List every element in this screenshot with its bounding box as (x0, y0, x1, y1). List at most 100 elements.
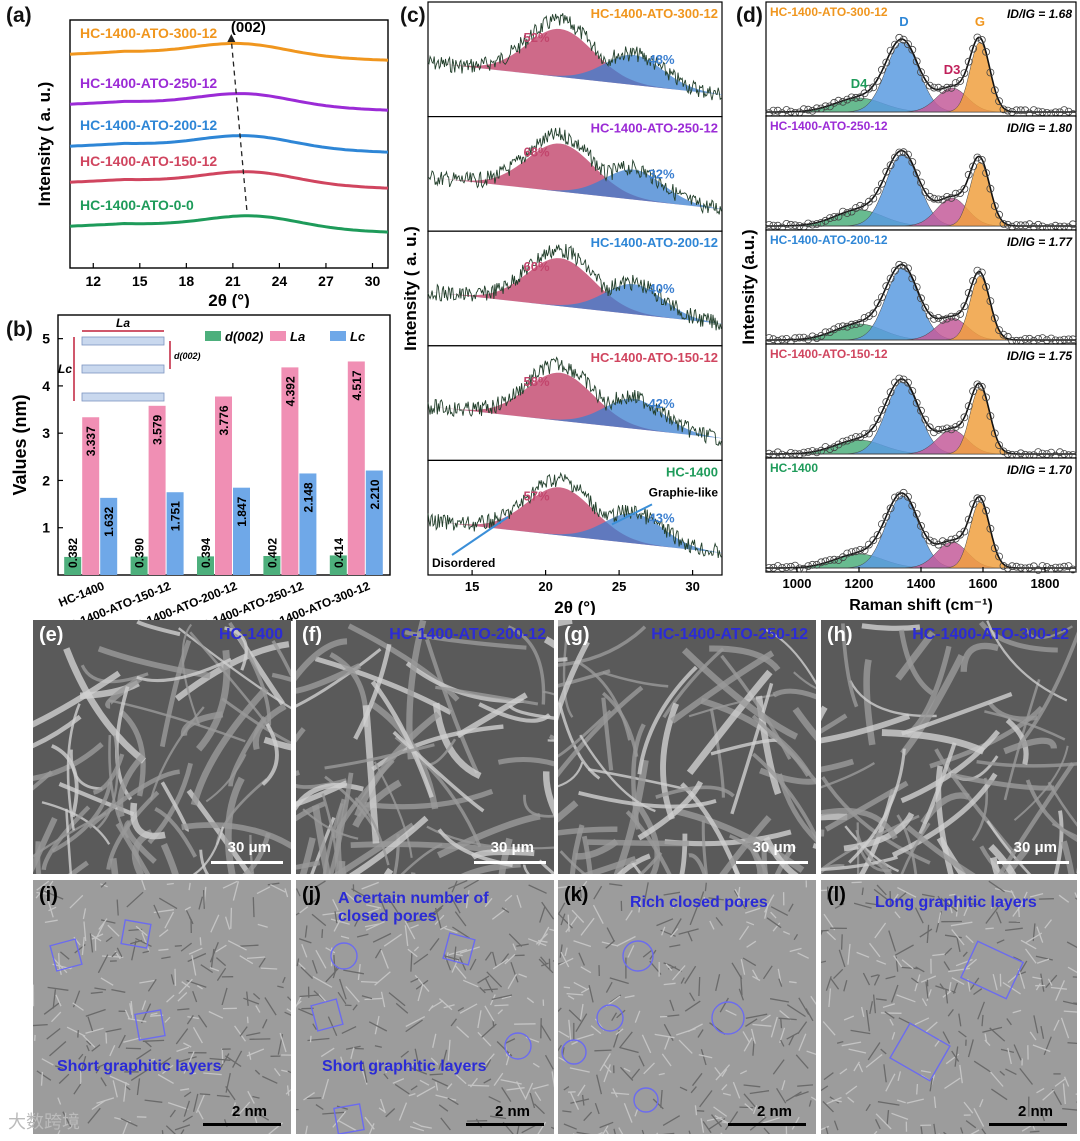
lattice-fringe (459, 946, 480, 954)
lattice-fringe (97, 954, 109, 974)
lattice-fringe (564, 947, 568, 957)
lattice-fringe (239, 1026, 248, 1037)
lattice-fringe (136, 1078, 141, 1096)
lattice-fringe (379, 898, 387, 913)
lattice-fringe (955, 896, 960, 917)
lattice-fringe (850, 1029, 871, 1035)
lattice-fringe (450, 896, 461, 914)
lattice-fringe (956, 936, 961, 953)
lattice-fringe (606, 927, 615, 942)
lattice-fringe (722, 1092, 731, 1096)
panel-c-label: (c) (400, 4, 426, 27)
lattice-fringe (124, 1009, 131, 1020)
raman-point (969, 162, 978, 171)
lattice-fringe (897, 1071, 902, 1082)
lattice-fringe (311, 913, 327, 927)
scale-bar (728, 1123, 806, 1126)
lattice-fringe (165, 1125, 177, 1134)
ratio-label: ID/IG = 1.75 (1007, 349, 1072, 363)
lattice-fringe (687, 1023, 703, 1033)
lattice-fringe (299, 994, 320, 998)
lattice-fringe (569, 1067, 590, 1073)
fiber (96, 735, 119, 830)
fiber (522, 864, 531, 874)
lattice-fringe (416, 1085, 436, 1098)
tem-label: (l) (827, 884, 846, 906)
lattice-fringe (175, 1028, 189, 1045)
lattice-fringe (590, 1025, 602, 1035)
lattice-fringe (131, 940, 137, 961)
raman-point (964, 515, 973, 524)
lattice-fringe (532, 1062, 540, 1068)
lattice-fringe (733, 890, 747, 910)
lattice-fringe (821, 960, 827, 964)
lattice-fringe (599, 1121, 614, 1129)
lattice-fringe (187, 952, 207, 963)
lattice-fringe (558, 1044, 562, 1052)
lattice-fringe (354, 916, 360, 927)
fiber (328, 772, 354, 874)
lattice-fringe (612, 1088, 618, 1098)
raman-point (1064, 335, 1073, 344)
lattice-fringe (958, 1013, 962, 1027)
scale-text: 2 nm (494, 1103, 530, 1120)
lattice-fringe (967, 1039, 974, 1058)
raman-point (891, 40, 899, 49)
lattice-fringe (105, 1032, 108, 1044)
raman-point (856, 318, 865, 327)
lattice-fringe (1033, 1015, 1039, 1034)
lattice-fringe (1018, 971, 1027, 976)
fiber (655, 785, 735, 799)
lattice-fringe (588, 985, 594, 1003)
lattice-fringe (540, 1024, 552, 1041)
lattice-fringe (558, 902, 566, 915)
lattice-fringe (246, 956, 265, 960)
raman-point (908, 274, 917, 283)
raman-point (960, 302, 969, 311)
raman-point (917, 294, 925, 303)
lattice-fringe (183, 1091, 192, 1098)
lattice-fringe (240, 944, 259, 947)
lattice-fringe (920, 1126, 923, 1134)
raman-point (826, 328, 834, 337)
raman-point (895, 491, 904, 500)
lattice-fringe (568, 1009, 582, 1022)
lattice-fringe (687, 931, 693, 942)
raman-point (930, 83, 938, 92)
raman-point (1060, 335, 1069, 344)
lattice-fringe (762, 965, 773, 980)
lattice-fringe (862, 972, 871, 986)
lattice-fringe (1018, 968, 1026, 989)
fiber (41, 805, 91, 871)
raman-point (1055, 448, 1064, 457)
raman-point (778, 564, 786, 572)
lattice-fringe (208, 1010, 224, 1019)
lattice-fringe (410, 977, 419, 983)
fiber (362, 704, 380, 844)
lattice-fringe (699, 1090, 713, 1108)
raman-point (912, 169, 921, 178)
fiber (435, 685, 539, 706)
lattice-fringe (407, 948, 418, 958)
fiber (523, 794, 554, 818)
lattice-fringe (174, 1124, 191, 1131)
raman-point (990, 544, 999, 553)
lattice-fringe (951, 929, 965, 946)
raman-point (773, 106, 782, 115)
raman-point (799, 448, 808, 457)
raman-point (864, 312, 873, 321)
raman-point (769, 335, 778, 344)
lattice-fringe (873, 974, 880, 986)
lattice-fringe (1053, 1019, 1060, 1031)
lattice-fringe (1017, 905, 1020, 918)
lattice-fringe (745, 1013, 768, 1019)
lattice-fringe (483, 1053, 495, 1067)
lattice-fringe (885, 975, 896, 980)
fiber (558, 761, 584, 788)
lattice-fringe (89, 933, 94, 953)
lattice-fringe (1040, 973, 1045, 992)
lattice-fringe (925, 981, 929, 999)
lattice-fringe (562, 1110, 572, 1113)
fiber (905, 825, 976, 874)
graphite-percent: 43% (649, 510, 675, 525)
